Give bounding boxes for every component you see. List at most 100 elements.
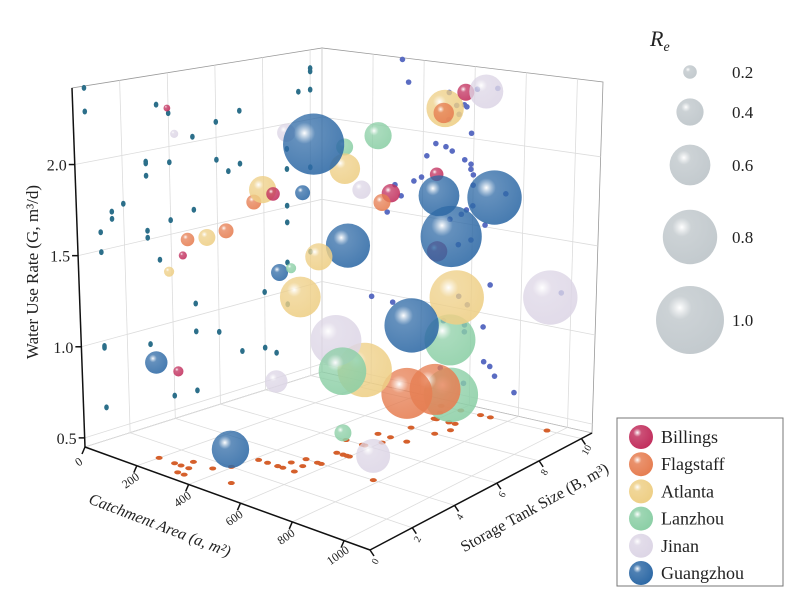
legend-label-flagstaff: Flagstaff <box>661 454 725 474</box>
z-axis-title: Water Use Rate (G, m³/d) <box>23 185 42 359</box>
y-tick-label: 10 <box>580 443 595 457</box>
back-wall-projection-dot <box>424 153 430 159</box>
bubble-atlanta <box>305 243 333 271</box>
floor-projection-dot <box>274 464 282 469</box>
floor-projection-dot <box>174 470 182 475</box>
series-legend: Billings Flagstaff Atlanta Lanzhou Jinan Guan… <box>616 417 784 587</box>
left-wall-projection-dot <box>165 110 171 117</box>
floor-projection-dot <box>227 481 235 486</box>
bubble-jinan <box>356 438 391 473</box>
bubble-jinan <box>265 370 288 393</box>
gridline <box>188 393 421 485</box>
size-legend-bubble <box>662 209 718 265</box>
x-axis-line <box>84 446 371 551</box>
gridline <box>265 389 540 462</box>
z-tick-label: 1.0 <box>53 340 73 357</box>
left-wall-projection-dot <box>172 392 178 399</box>
x-axis-tick <box>236 502 242 511</box>
left-wall-projection-dot <box>168 217 173 224</box>
y-tick-label: 0 <box>370 557 382 567</box>
floor-projection-dot <box>299 464 307 469</box>
gridline <box>74 116 323 165</box>
left-wall-projection-dot <box>145 234 151 241</box>
back-wall-projection-dot <box>368 293 375 300</box>
floor-projection-dot <box>333 450 341 455</box>
left-wall-projection-dot <box>109 215 115 222</box>
size-legend-label: 0.8 <box>732 228 753 247</box>
left-wall-projection-dot <box>81 84 87 91</box>
bubble-guangzhou <box>325 223 371 268</box>
back-wall-projection-dot <box>443 143 449 150</box>
floor-projection-dot <box>446 428 454 433</box>
bubble-jinan <box>352 180 371 199</box>
left-wall-projection-dot <box>153 101 159 108</box>
x-tick-label: 600 <box>223 507 246 529</box>
left-wall-projection-dot <box>226 168 231 175</box>
legend-label-lanzhou: Lanzhou <box>661 509 724 529</box>
bubble-jinan <box>469 74 504 109</box>
left-wall-projection-dot <box>82 108 88 115</box>
z-tick-label: 2.0 <box>47 158 67 175</box>
x-tick-label: 400 <box>171 488 194 510</box>
left-wall-projection-dot <box>274 349 279 356</box>
legend-marker-jinan <box>629 533 653 558</box>
bubble-guangzhou <box>384 298 439 353</box>
z-tick-label: 1.5 <box>50 249 70 266</box>
back-wall-projection-dot <box>511 389 517 396</box>
left-wall-projection-dot <box>237 160 243 167</box>
left-wall-projection-dot <box>98 229 104 236</box>
x-axis-title: Catchment Area (a, m²) <box>86 491 233 561</box>
size-legend-label: 1.0 <box>732 311 753 330</box>
gridline <box>292 416 519 523</box>
bubble-atlanta <box>429 270 484 325</box>
bubble-guangzhou <box>271 264 289 282</box>
floor-projection-dot <box>185 466 193 471</box>
floor-projection-dot <box>177 463 185 468</box>
left-wall-projection-dot <box>102 342 107 349</box>
legend-label-jinan: Jinan <box>661 536 699 556</box>
floor-projection-dot <box>403 439 411 444</box>
bubble-guangzhou <box>211 430 250 469</box>
size-legend-bubble <box>676 98 704 126</box>
back-wall-projection-dot <box>482 222 488 228</box>
floor-projection-dot <box>407 425 415 430</box>
bubble-flagstaff <box>180 232 195 247</box>
floor-projection-dot <box>189 459 197 464</box>
gridline <box>343 427 568 541</box>
back-wall-projection-dot <box>468 161 474 167</box>
back-wall-projection-dot <box>389 299 396 305</box>
left-wall-projection-dot <box>191 206 197 213</box>
left-wall-projection-dot <box>143 172 149 179</box>
left-wall-projection-dot <box>193 300 199 307</box>
bubble-atlanta <box>198 228 216 246</box>
floor-projection-dot <box>374 431 382 436</box>
back-wall-projection-dot <box>418 174 425 180</box>
legend-label-billings: Billings <box>661 427 718 447</box>
bubble-lanzhou <box>285 263 297 274</box>
floor-projection-dot <box>155 455 163 460</box>
floor-projection-dot <box>264 460 272 465</box>
left-wall-projection-dot <box>262 344 268 351</box>
left-wall-projection-dot <box>237 107 242 114</box>
x-tick-label: 200 <box>119 470 142 492</box>
size-legend-bubble <box>683 65 697 79</box>
floor-projection-dot <box>451 421 459 426</box>
left-wall-projection-dot <box>284 165 290 172</box>
left-wall-projection-dot <box>216 328 222 335</box>
left-wall-projection-dot <box>190 133 195 140</box>
size-legend-bubble <box>656 286 724 354</box>
y-axis-line <box>369 432 593 551</box>
floor-projection-dot <box>431 431 439 436</box>
left-wall-projection-dot <box>296 88 301 95</box>
x-tick-label: 1000 <box>324 543 352 568</box>
floor-projection-dot <box>543 428 551 433</box>
back-wall-projection-dot <box>384 209 390 215</box>
legend-marker-atlanta <box>629 479 653 504</box>
y-axis-tick <box>580 438 587 445</box>
x-axis-tick <box>184 484 190 492</box>
left-wall-projection-dot <box>157 256 163 263</box>
legend-label-guangzhou: Guangzhou <box>661 563 744 583</box>
size-legend-title: R <box>649 26 664 51</box>
floor-projection-dot <box>302 457 310 462</box>
